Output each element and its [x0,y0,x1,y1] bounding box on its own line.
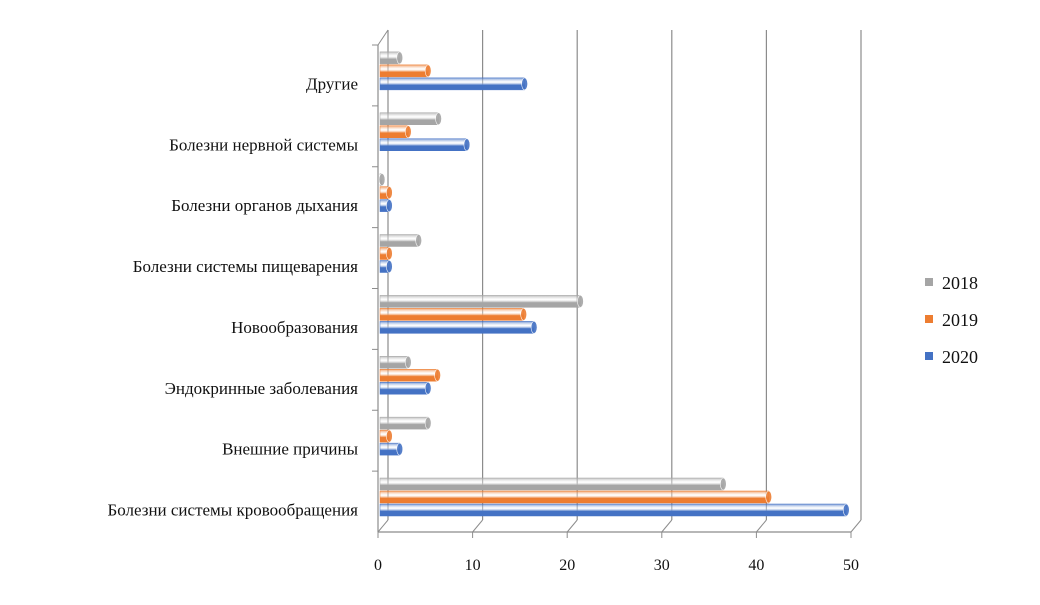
bar-2018 [379,477,724,491]
bar-2018 [379,234,419,247]
category-label: Эндокринные заболевания [165,379,358,398]
bar-cap-2018 [415,234,422,247]
x-tick-label: 40 [748,557,764,574]
category-label: Болезни органов дыхания [171,196,358,215]
bar-2020 [379,321,535,334]
legend-swatch-2019 [925,315,933,323]
x-tick-label: 30 [654,557,670,574]
bar-cap-2019 [424,64,432,78]
bar-cap-2018 [424,416,432,430]
bar-cap-2020 [530,321,538,334]
category-label: Внешние причины [222,440,359,459]
category-label: Болезни нервной системы [169,135,358,154]
x-tick-label: 50 [843,557,859,574]
bar-2018 [379,295,581,308]
category-label: Болезни системы пищеварения [133,257,358,276]
bar-cap-2019 [520,308,527,321]
bar-cap-2018 [378,173,386,186]
axes [372,29,852,538]
category-labels: Болезни системы кровообращения Внешние пр… [107,74,358,519]
category-label: Новообразования [231,318,358,337]
bar-cap-2019 [434,368,441,382]
bar-2018 [379,356,409,369]
bar-cap-2019 [765,490,772,504]
wall-edge [377,29,389,46]
bar-cap-2019 [404,125,412,139]
bar-2020 [379,138,468,151]
legend: 2018 2019 2020 [925,273,978,367]
floor-line [566,519,578,533]
bar-2018 [379,112,439,125]
bar-2019 [379,125,409,138]
grid-lines [377,30,862,533]
legend-label-2020: 2020 [942,347,978,367]
bars [378,51,850,517]
x-tick-label: 10 [465,557,481,574]
bar-2019 [379,369,438,382]
floor-line [850,519,862,533]
bar-2020 [379,77,525,91]
legend-label-2019: 2019 [942,310,978,330]
bar-cap-2020 [424,381,432,395]
bar-2019 [379,308,524,321]
bar-cap-2020 [386,260,393,273]
bar-cap-2018 [404,355,412,369]
x-tick-label: 20 [559,557,575,574]
bar-cap-2018 [719,477,727,491]
bar-cap-2019 [386,429,393,443]
bar-cap-2018 [577,295,584,308]
bar-2018 [379,416,429,430]
bar-2020 [379,503,847,517]
bar-2019 [379,64,429,78]
bar-cap-2018 [435,112,442,126]
x-tick-label: 0 [374,557,382,574]
bar-cap-2020 [463,138,471,152]
category-label: Болезни системы кровообращения [107,501,358,520]
floor-line [472,519,483,533]
legend-swatch-2020 [925,352,933,360]
legend-swatch-2018 [925,278,933,286]
floor-line [756,519,767,533]
floor-line [661,519,673,533]
bar-cap-2020 [842,503,850,517]
bar-cap-2019 [386,186,393,199]
bar-cap-2020 [386,199,393,212]
bar-cap-2018 [396,51,404,65]
bar-2019 [379,490,769,504]
bar-cap-2020 [396,442,404,456]
x-tick-labels: 0 10 20 30 40 50 [374,557,859,574]
floor-line [377,519,389,533]
legend-label-2018: 2018 [942,273,978,293]
category-label: Другие [306,74,358,93]
bar-cap-2020 [521,77,528,91]
bar-2020 [379,382,429,395]
bar-cap-2019 [386,247,393,260]
